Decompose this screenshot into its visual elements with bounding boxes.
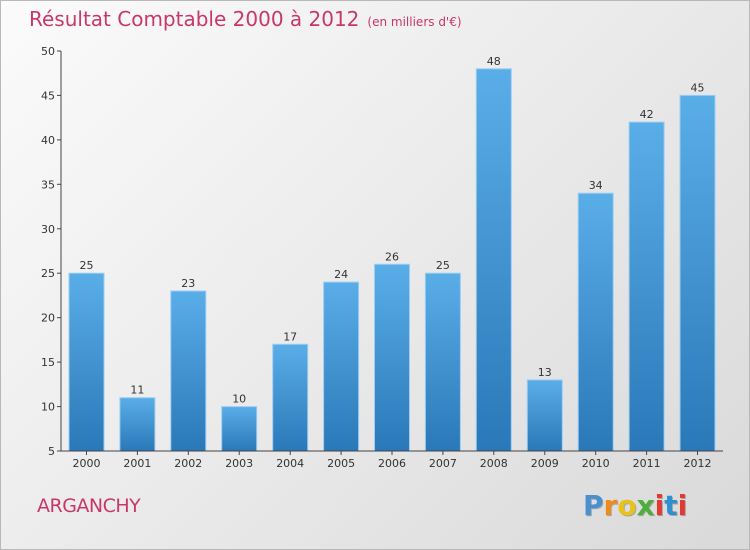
data-label: 45 xyxy=(691,81,705,94)
data-label: 34 xyxy=(589,179,603,192)
bars-group xyxy=(68,68,716,452)
x-tick-label: 2006 xyxy=(378,457,406,470)
brand-letter: i xyxy=(677,489,688,522)
title-row: Résultat Comptable 2000 à 2012 (en millie… xyxy=(29,7,462,31)
bar-2008 xyxy=(475,68,512,452)
bar-2012 xyxy=(679,94,716,452)
x-tick-label: 2009 xyxy=(531,457,559,470)
brand-letter: t xyxy=(664,489,678,522)
data-label: 23 xyxy=(181,277,195,290)
brand-letter: i xyxy=(654,489,665,522)
data-label: 25 xyxy=(80,259,94,272)
x-tick-label: 2002 xyxy=(174,457,202,470)
brand-letter: x xyxy=(636,489,655,522)
x-tick-label: 2005 xyxy=(327,457,355,470)
x-tick-label: 2010 xyxy=(582,457,610,470)
bar-2000 xyxy=(68,272,105,452)
bar-2005 xyxy=(323,281,360,452)
data-label: 42 xyxy=(640,108,654,121)
x-tick-label: 2012 xyxy=(684,457,712,470)
bar-2004 xyxy=(272,343,309,452)
city-name: ARGANCHY xyxy=(37,495,141,517)
chart-title: Résultat Comptable 2000 à 2012 xyxy=(29,7,360,31)
bar-2010 xyxy=(577,192,614,452)
data-label: 24 xyxy=(334,268,348,281)
data-label: 17 xyxy=(283,330,297,343)
bar-2002 xyxy=(170,290,207,452)
x-tick-label: 2000 xyxy=(73,457,101,470)
y-tick-label: 50 xyxy=(41,45,55,58)
y-tick-label: 35 xyxy=(41,178,55,191)
y-tick-label: 25 xyxy=(41,267,55,280)
bar-2003 xyxy=(221,406,258,452)
x-tick-label: 2004 xyxy=(276,457,304,470)
x-tick-label: 2001 xyxy=(123,457,151,470)
axes-group xyxy=(57,50,723,455)
data-label: 13 xyxy=(538,366,552,379)
y-tick-label: 15 xyxy=(41,356,55,369)
x-tick-label: 2008 xyxy=(480,457,508,470)
bar-2011 xyxy=(628,121,665,452)
brand-letter: P xyxy=(583,489,604,522)
chart-subtitle: (en milliers d'€) xyxy=(367,15,462,29)
brand-logo: Proxiti xyxy=(583,489,687,522)
x-tick-label: 2003 xyxy=(225,457,253,470)
bar-2006 xyxy=(374,263,410,452)
data-label: 25 xyxy=(436,259,450,272)
y-tick-label: 30 xyxy=(41,223,55,236)
bar-2001 xyxy=(119,397,156,452)
y-tick-label: 20 xyxy=(41,312,55,325)
data-label: 26 xyxy=(385,250,399,263)
y-tick-label: 10 xyxy=(41,401,55,414)
data-label: 11 xyxy=(130,384,144,397)
y-tick-label: 45 xyxy=(41,89,55,102)
labels-group: 25 2000 11 2001 23 2002 10 2003 17 2004 24 2005 26 20… xyxy=(41,45,712,470)
y-tick-label: 40 xyxy=(41,134,55,147)
data-label: 10 xyxy=(232,393,246,406)
brand-letter: r xyxy=(603,489,618,522)
y-tick-label: 5 xyxy=(48,445,55,458)
x-tick-label: 2011 xyxy=(633,457,661,470)
data-label: 48 xyxy=(487,55,501,68)
brand-letter: o xyxy=(617,489,637,522)
bar-2009 xyxy=(526,379,563,452)
x-tick-label: 2007 xyxy=(429,457,457,470)
bar-2007 xyxy=(424,272,461,452)
